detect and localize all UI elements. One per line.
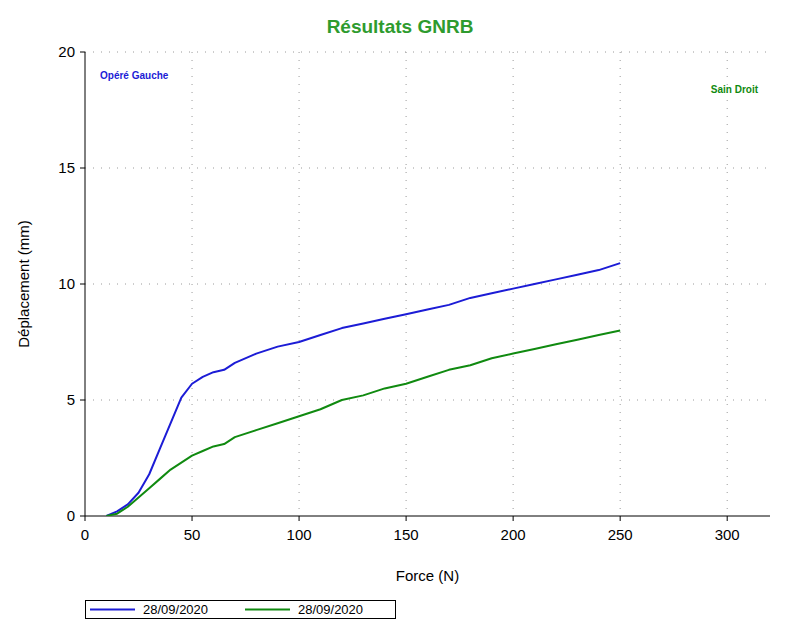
grid-line bbox=[85, 168, 770, 169]
tick-label: 5 bbox=[67, 391, 75, 408]
y-axis bbox=[85, 52, 86, 516]
tick bbox=[80, 400, 85, 401]
tick-label: 0 bbox=[81, 526, 89, 543]
tick-label: 300 bbox=[715, 526, 740, 543]
grid-line bbox=[192, 52, 193, 516]
tick bbox=[299, 516, 300, 521]
series-line bbox=[106, 330, 620, 516]
annotation: Opéré Gauche bbox=[100, 70, 169, 81]
tick-label: 50 bbox=[184, 526, 201, 543]
tick bbox=[620, 516, 621, 521]
tick-label: 200 bbox=[501, 526, 526, 543]
grid-line bbox=[85, 400, 770, 401]
legend-swatch bbox=[245, 609, 290, 611]
tick bbox=[85, 516, 86, 521]
tick bbox=[513, 516, 514, 521]
series-line bbox=[106, 263, 620, 516]
tick bbox=[80, 52, 85, 53]
legend-box bbox=[86, 601, 396, 619]
y-axis-label: Déplacement (mm) bbox=[15, 220, 32, 348]
tick bbox=[406, 516, 407, 521]
legend: 28/09/2020 28/09/2020 bbox=[86, 601, 396, 619]
tick-label: 250 bbox=[608, 526, 633, 543]
chart: Résultats GNRB05101520050100150200250300… bbox=[0, 0, 800, 627]
grid-line bbox=[85, 284, 770, 285]
grid bbox=[85, 52, 770, 516]
tick bbox=[80, 168, 85, 169]
grid-line bbox=[513, 52, 514, 516]
tick-label: 20 bbox=[58, 43, 75, 60]
tick-label: 0 bbox=[67, 507, 75, 524]
tick-label: 150 bbox=[394, 526, 419, 543]
grid-line bbox=[620, 52, 621, 516]
tick bbox=[727, 516, 728, 521]
tick-label: 100 bbox=[287, 526, 312, 543]
grid-line bbox=[85, 52, 770, 53]
x-axis bbox=[85, 516, 770, 517]
tick-label: 10 bbox=[58, 275, 75, 292]
tick bbox=[80, 284, 85, 285]
grid-line bbox=[299, 52, 300, 516]
legend-label: 28/09/2020 bbox=[143, 602, 208, 617]
grid-line bbox=[406, 52, 407, 516]
legend-swatch bbox=[90, 609, 135, 611]
title: Résultats GNRB bbox=[327, 16, 474, 37]
legend-label: 28/09/2020 bbox=[298, 602, 363, 617]
tick bbox=[80, 516, 85, 517]
annotation: Sain Droit bbox=[711, 84, 759, 95]
grid-line bbox=[727, 52, 728, 516]
x-axis-label: Force (N) bbox=[396, 567, 459, 584]
plot-area bbox=[106, 263, 620, 516]
tick-label: 15 bbox=[58, 159, 75, 176]
tick bbox=[192, 516, 193, 521]
